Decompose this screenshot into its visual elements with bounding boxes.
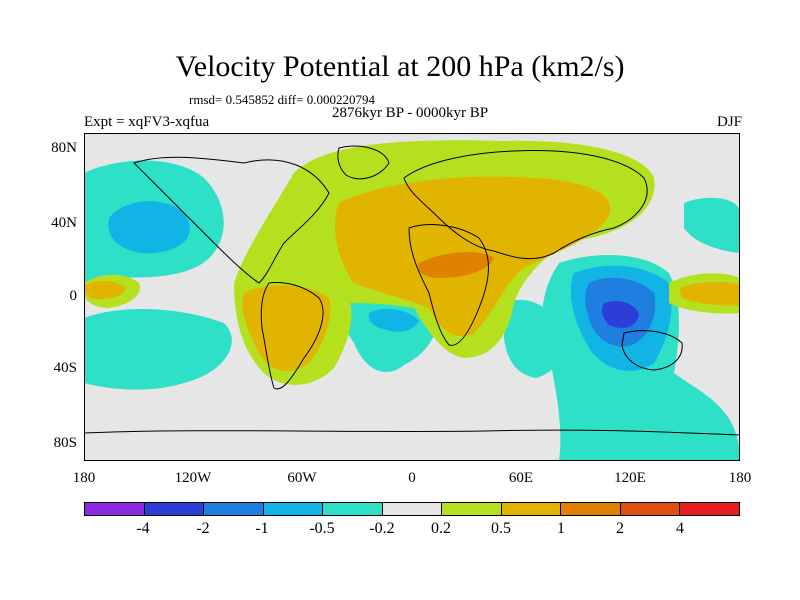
- colorbar-label: 0.5: [491, 520, 511, 537]
- colorbar-label: -4: [136, 520, 150, 537]
- colorbar-swatch: [620, 503, 681, 515]
- lon-tick-180e: 180: [728, 470, 752, 486]
- coastline-africa: [408, 224, 489, 346]
- velocity-potential-map: [84, 133, 740, 461]
- lat-tick-40s: 40S: [53, 360, 77, 376]
- neg-region-atlantic-core: [368, 308, 419, 332]
- lat-tick-40n: 40N: [51, 215, 77, 231]
- lon-tick-60w: 60W: [287, 470, 317, 486]
- pos-region-south-america-core: [242, 285, 331, 372]
- colorbar-label: -0.2: [369, 520, 395, 537]
- neg-region-east-pacific-north: [684, 197, 740, 253]
- pos-region-arabia-peak: [418, 251, 494, 278]
- colorbar-label: -0.5: [309, 520, 335, 537]
- experiment-label: Expt = xqFV3-xqfua: [84, 114, 210, 130]
- neg-region-atlantic-tropics: [334, 291, 438, 373]
- neg-region-south-pacific: [84, 308, 232, 390]
- season-label: DJF: [716, 114, 742, 130]
- coastline-eurasia: [403, 150, 648, 260]
- colorbar-label: -2: [196, 520, 210, 537]
- plot-title: Velocity Potential at 200 hPa (km2/s): [175, 50, 625, 83]
- colorbar-label: 1: [557, 520, 565, 537]
- map-frame: [84, 133, 740, 461]
- colorbar-label: 4: [676, 520, 684, 537]
- colorbar-swatch: [382, 503, 443, 515]
- colorbar: [84, 502, 740, 516]
- coastline-greenland: [337, 145, 390, 180]
- lon-tick-120w: 120W: [174, 470, 212, 486]
- lat-tick-80n: 80N: [51, 140, 77, 156]
- colorbar-label: 2: [616, 520, 624, 537]
- colorbar-swatch: [561, 503, 621, 515]
- colorbar-swatch: [263, 503, 324, 515]
- coastline-north-america: [133, 156, 330, 284]
- colorbar-swatch: [204, 503, 264, 515]
- lon-tick-180w: 180: [72, 470, 96, 486]
- colorbar-swatch: [680, 503, 740, 515]
- pos-region-dateline-west-core: [84, 280, 126, 300]
- neg-region-indian-ocean: [504, 299, 563, 378]
- lon-tick-60e: 60E: [508, 470, 534, 486]
- period-label: 2876kyr BP - 0000kyr BP: [331, 105, 489, 121]
- neg-region-north-pacific-core: [108, 201, 190, 254]
- neg-region-maritime-peak: [601, 301, 639, 328]
- coastline-south-america: [260, 282, 324, 390]
- colorbar-label: -1: [255, 520, 269, 537]
- colorbar-swatch: [323, 503, 383, 515]
- lon-tick-120e: 120E: [614, 470, 646, 486]
- coastline-australia: [621, 330, 683, 371]
- coastlines: [84, 145, 740, 436]
- lat-tick-80s: 80S: [53, 435, 77, 451]
- lat-tick-0: 0: [69, 288, 78, 304]
- lon-tick-0: 0: [408, 470, 416, 486]
- colorbar-swatch: [501, 503, 562, 515]
- stats-line: rmsd= 0.545852 diff= 0.000220794: [189, 92, 375, 107]
- coastline-antarctica: [84, 429, 740, 436]
- colorbar-swatch: [85, 503, 145, 515]
- pos-region-dateline-east-core: [679, 281, 740, 306]
- colorbar-swatch: [144, 503, 205, 515]
- colorbar-swatch: [442, 503, 502, 515]
- colorbar-label: 0.2: [431, 520, 451, 537]
